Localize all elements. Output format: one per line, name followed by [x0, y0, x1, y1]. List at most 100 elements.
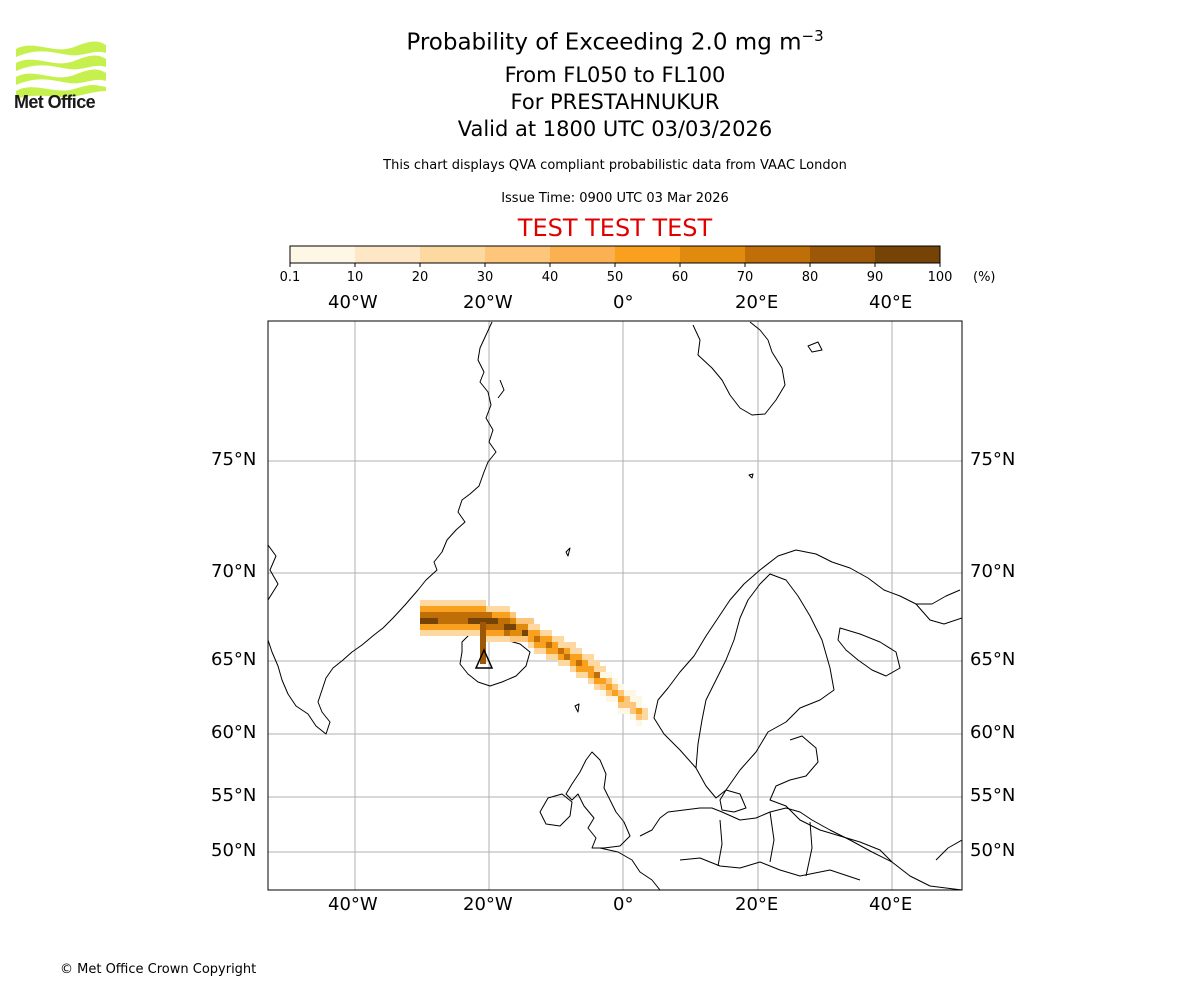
lat-label-left-50n: 50°N — [211, 840, 257, 861]
plume-cell — [600, 690, 606, 696]
plume-cell — [546, 648, 552, 654]
plume-cell — [534, 648, 540, 654]
plume-cell — [426, 606, 432, 612]
plume-cell — [480, 658, 486, 664]
colorbar-segment — [680, 246, 745, 263]
plume-cell — [516, 630, 522, 636]
plume-cell — [630, 714, 636, 720]
plume-cell — [480, 612, 486, 618]
plume-cell — [462, 624, 468, 630]
colorbar-tick-label: 40 — [541, 270, 559, 285]
plume-cell — [426, 618, 432, 624]
plume-cell — [450, 612, 456, 618]
plume-cell — [540, 636, 546, 642]
plume-cell — [522, 618, 528, 624]
plume-cell — [612, 696, 618, 702]
plume-cell — [444, 606, 450, 612]
volcano-name: For PRESTAHNUKUR — [510, 90, 720, 114]
lon-label-bottom-0: 0° — [613, 894, 634, 915]
plume-cell — [522, 630, 528, 636]
plume-cell — [618, 708, 624, 714]
colorbar-segment — [550, 246, 615, 263]
plume-cell — [462, 618, 468, 624]
plume-cell — [564, 654, 570, 660]
plume-cell — [450, 630, 456, 636]
plume-cell — [558, 660, 564, 666]
colorbar-tick-label: 70 — [736, 270, 754, 285]
plume-cell — [540, 630, 546, 636]
plume-cell — [510, 618, 516, 624]
lon-label-top-40e: 40°E — [869, 292, 913, 313]
plume-cell — [444, 624, 450, 630]
plume-cell — [570, 660, 576, 666]
plume-cell — [456, 624, 462, 630]
plume-cell — [588, 666, 594, 672]
lon-label-bottom-20e: 20°E — [735, 894, 779, 915]
plume-cell — [492, 606, 498, 612]
svalbard-coast — [692, 321, 786, 416]
plume-cell — [588, 660, 594, 666]
colorbar-segment — [810, 246, 875, 263]
lat-label-right-65n: 65°N — [970, 649, 1016, 670]
plume-cell — [420, 618, 426, 624]
plume-cell — [594, 684, 600, 690]
plume-cell — [552, 654, 558, 660]
plume-cell — [480, 622, 486, 628]
scandinavia-coast — [657, 549, 961, 701]
great-britain-coast — [565, 751, 631, 849]
lon-label-top-40w: 40°W — [328, 292, 378, 313]
copyright: © Met Office Crown Copyright — [60, 962, 257, 977]
plume-cell — [468, 606, 474, 612]
colorbar-tick-label: 100 — [927, 270, 953, 285]
plume-cell — [462, 612, 468, 618]
plume-cell — [636, 708, 642, 714]
coastlines — [268, 321, 962, 890]
plume-cell — [426, 600, 432, 606]
lon-label-top-0: 0° — [613, 292, 634, 313]
plume-cell — [504, 630, 510, 636]
plume-cell — [480, 628, 486, 634]
plume-cell — [534, 642, 540, 648]
lat-label-right-70n: 70°N — [970, 561, 1016, 582]
plume-cell — [492, 630, 498, 636]
plume-cell — [504, 636, 510, 642]
colorbar-tick-label: 30 — [476, 270, 494, 285]
plume-cell — [510, 630, 516, 636]
plume-cell — [546, 642, 552, 648]
plume-cell — [510, 636, 516, 642]
plume-cell — [522, 636, 528, 642]
plume-cell — [636, 696, 642, 702]
plume-cell — [462, 606, 468, 612]
plume-cell — [570, 654, 576, 660]
lat-label-left-55n: 55°N — [211, 785, 257, 806]
lat-label-left-75n: 75°N — [211, 449, 257, 470]
plume-cell — [444, 630, 450, 636]
plume-cell — [480, 640, 486, 646]
plume-cell — [624, 702, 630, 708]
plume-cell — [444, 612, 450, 618]
lon-label-top-20e: 20°E — [735, 292, 779, 313]
lat-label-left-70n: 70°N — [211, 561, 257, 582]
plume-cell — [450, 618, 456, 624]
plume-cell — [570, 666, 576, 672]
colorbar-tick-label: 50 — [606, 270, 624, 285]
plume-cell — [636, 714, 642, 720]
plume-cell — [450, 624, 456, 630]
plume-cell — [468, 600, 474, 606]
plume-cell — [612, 684, 618, 690]
plume-cell — [606, 696, 612, 702]
plume-cell — [558, 648, 564, 654]
plume-cell — [558, 636, 564, 642]
plume-cell — [492, 624, 498, 630]
plume-cell — [468, 612, 474, 618]
plume-cell — [534, 630, 540, 636]
plume-cell — [426, 624, 432, 630]
plume-cell — [528, 618, 534, 624]
plume-cell — [444, 618, 450, 624]
plume-cell — [576, 654, 582, 660]
plume-cell — [450, 600, 456, 606]
plume-cell — [420, 612, 426, 618]
plume-cell — [510, 612, 516, 618]
plume-cell — [606, 684, 612, 690]
